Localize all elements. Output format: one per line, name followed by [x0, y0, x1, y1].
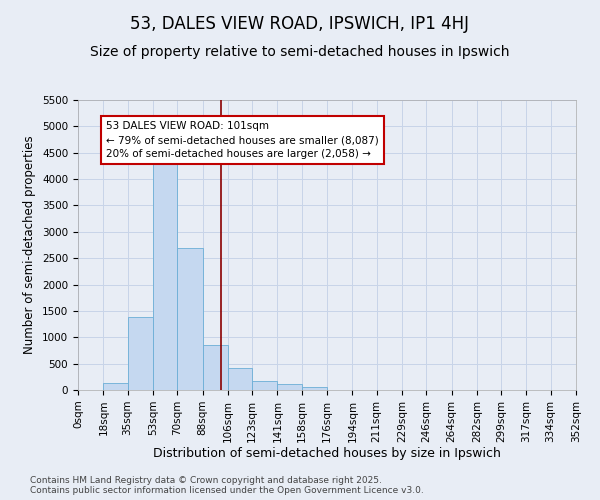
Bar: [252, 381, 277, 390]
X-axis label: Distribution of semi-detached houses by size in Ipswich: Distribution of semi-detached houses by …: [153, 448, 501, 460]
Text: 53 DALES VIEW ROAD: 101sqm
← 79% of semi-detached houses are smaller (8,087)
20%: 53 DALES VIEW ROAD: 101sqm ← 79% of semi…: [106, 121, 379, 159]
Text: Contains HM Land Registry data © Crown copyright and database right 2025.
Contai: Contains HM Land Registry data © Crown c…: [30, 476, 424, 495]
Bar: [228, 368, 252, 390]
Bar: [277, 384, 302, 390]
Bar: [128, 317, 153, 390]
Text: 53, DALES VIEW ROAD, IPSWICH, IP1 4HJ: 53, DALES VIEW ROAD, IPSWICH, IP1 4HJ: [131, 15, 470, 33]
Bar: [153, 164, 177, 390]
Bar: [203, 344, 228, 390]
Bar: [177, 248, 203, 390]
Text: Size of property relative to semi-detached houses in Ipswich: Size of property relative to semi-detach…: [90, 45, 510, 59]
Bar: [302, 387, 327, 390]
Bar: [103, 383, 128, 390]
Y-axis label: Number of semi-detached properties: Number of semi-detached properties: [23, 136, 37, 354]
